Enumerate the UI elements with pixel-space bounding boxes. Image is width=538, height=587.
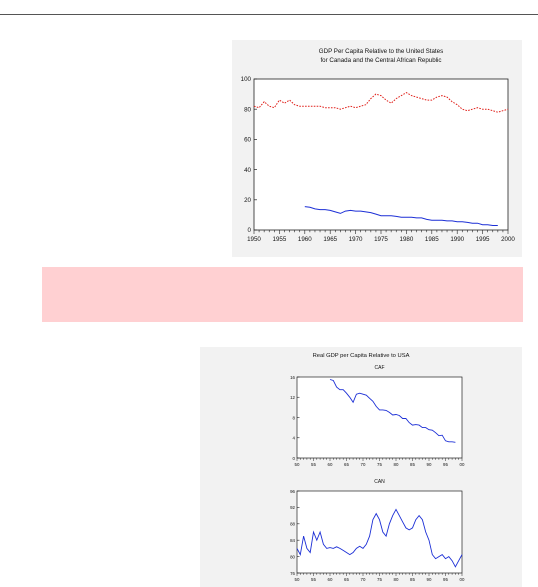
series-line-caf <box>304 206 498 226</box>
real-gdp-chart-svg: Real GDP per Capita Relative to USA CAF 0 4… <box>290 353 465 582</box>
y-tick-label: 8 <box>293 415 296 420</box>
chart-subtitle: for Canada and the Central African Repub… <box>320 57 441 64</box>
x-tick-label: 1955 <box>273 236 287 243</box>
y-tick-label: 0 <box>293 456 296 461</box>
x-tick-label: 65 <box>344 577 349 582</box>
x-tick-label: 1970 <box>349 236 363 243</box>
series-line-can <box>296 508 463 568</box>
x-tick-label: 80 <box>394 462 399 467</box>
x-tick-label: 60 <box>328 577 333 582</box>
y-tick-label: 84 <box>290 538 295 543</box>
x-tick-label: 55 <box>311 577 316 582</box>
x-tick-label: 85 <box>410 462 415 467</box>
y-tick-label: 92 <box>290 505 295 510</box>
y-tick-label: 76 <box>290 571 295 576</box>
panel-plot-area <box>296 490 463 574</box>
y-tick-label: 4 <box>293 436 296 441</box>
relative-gdp-chart: GDP Per Capita Relative to the United St… <box>232 40 522 257</box>
y-tick-label: 80 <box>244 106 251 113</box>
x-tick-label: 50 <box>295 462 300 467</box>
x-tick-label: 70 <box>361 462 366 467</box>
y-tick-label: 96 <box>290 489 295 494</box>
x-tick-label: 55 <box>311 462 316 467</box>
x-tick-label: 75 <box>377 577 382 582</box>
x-tick-label: 75 <box>377 462 382 467</box>
chart-title: Real GDP per Capita Relative to USA <box>313 353 410 359</box>
x-tick-label: 1965 <box>323 236 337 243</box>
x-tick-label: 00 <box>460 462 465 467</box>
x-tick-label: 1980 <box>400 236 414 243</box>
x-tick-label: 2000 <box>501 236 515 243</box>
x-tick-label: 95 <box>443 577 448 582</box>
y-tick-label: 16 <box>290 375 295 380</box>
x-tick-label: 60 <box>328 462 333 467</box>
panel-plot-area <box>296 376 463 459</box>
y-tick-label: 80 <box>290 554 295 559</box>
plot-area <box>253 78 509 231</box>
x-tick-label: 1985 <box>425 236 439 243</box>
x-tick-label: 70 <box>361 577 366 582</box>
y-tick-label: 100 <box>241 76 252 83</box>
y-tick-label: 88 <box>290 522 295 527</box>
y-tick-label: 12 <box>290 395 295 400</box>
x-tick-label: 90 <box>427 462 432 467</box>
y-tick-label: 60 <box>244 137 251 144</box>
x-tick-label: 95 <box>443 462 448 467</box>
x-tick-label: 1960 <box>298 236 312 243</box>
top-rule <box>0 14 538 15</box>
y-tick-label: 40 <box>244 167 251 174</box>
panel-label: CAN <box>374 479 385 485</box>
panel-label: CAF <box>375 365 385 371</box>
chart-title: GDP Per Capita Relative to the United St… <box>319 48 443 55</box>
x-tick-label: 1990 <box>450 236 464 243</box>
y-tick-label: 0 <box>248 227 252 234</box>
real-gdp-chart: Real GDP per Capita Relative to USA CAF 0 4… <box>200 347 522 587</box>
series-line-canada <box>253 92 509 113</box>
pink-band <box>42 267 523 322</box>
x-tick-label: 1995 <box>476 236 490 243</box>
relative-gdp-chart-svg: GDP Per Capita Relative to the United St… <box>241 48 516 243</box>
x-tick-label: 65 <box>344 462 349 467</box>
x-tick-label: 00 <box>460 577 465 582</box>
x-tick-label: 80 <box>394 577 399 582</box>
x-tick-label: 1950 <box>247 236 261 243</box>
x-tick-label: 85 <box>410 577 415 582</box>
x-tick-label: 50 <box>295 577 300 582</box>
x-tick-label: 1975 <box>374 236 388 243</box>
y-tick-label: 20 <box>244 197 251 204</box>
x-tick-label: 90 <box>427 577 432 582</box>
series-line-caf <box>329 379 456 443</box>
